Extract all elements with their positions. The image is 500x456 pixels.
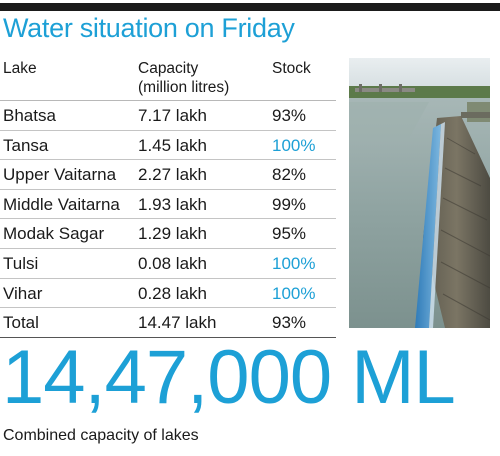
- total-label: Total: [3, 313, 39, 333]
- lake-capacity: 7.17 lakh: [138, 106, 207, 125]
- page-title: Water situation on Friday: [3, 13, 295, 43]
- lake-capacity: 1.45 lakh: [138, 135, 207, 155]
- header-lake: Lake: [3, 60, 37, 77]
- lake-capacity: 2.27 lakh: [138, 165, 207, 185]
- header-capacity-line2: (million litres): [138, 79, 230, 96]
- lake-capacity: 1.29 lakh: [138, 224, 207, 244]
- lake-capacity: 1.93 lakh: [138, 194, 207, 214]
- lake-name: Vihar: [3, 283, 43, 303]
- table-row: Upper Vaitarna 2.27 lakh 82%: [0, 160, 336, 190]
- header-divider: [0, 100, 336, 101]
- total-stock: 93%: [272, 313, 307, 333]
- total-capacity: 14.47 lakh: [138, 313, 217, 333]
- lake-name: Tulsi: [3, 254, 39, 273]
- lake-stock: 82%: [272, 165, 307, 185]
- lake-name: Upper Vaitarna: [3, 165, 117, 185]
- table-row: Bhatsa 7.17 lakh 93%: [0, 101, 336, 131]
- lake-stock: 100%: [272, 283, 316, 303]
- dam-photo-illustration: [349, 58, 490, 328]
- header-capacity-line1: Capacity: [138, 60, 199, 77]
- table-row: Tulsi 0.08 lakh 100%: [0, 249, 336, 279]
- lake-capacity: 0.08 lakh: [138, 254, 207, 273]
- lake-name: Bhatsa: [3, 106, 56, 125]
- table-row: Middle Vaitarna 1.93 lakh 99%: [0, 190, 336, 220]
- lake-name: Modak Sagar: [3, 224, 105, 244]
- lake-stock: 95%: [272, 224, 307, 244]
- lake-stock: 100%: [272, 254, 316, 273]
- lake-stock: 100%: [272, 135, 316, 155]
- combined-capacity-caption: Combined capacity of lakes: [3, 427, 199, 444]
- dam-photo: [349, 58, 490, 328]
- lake-name: Middle Vaitarna: [3, 194, 120, 214]
- lake-name: Tansa: [3, 135, 49, 155]
- lake-stock: 99%: [272, 194, 307, 214]
- lake-stock: 93%: [272, 106, 307, 125]
- table-row: Tansa 1.45 lakh 100%: [0, 131, 336, 161]
- table-row-total: Total 14.47 lakh 93%: [0, 308, 336, 338]
- lake-capacity: 0.28 lakh: [138, 283, 207, 303]
- table-row: Modak Sagar 1.29 lakh 95%: [0, 219, 336, 249]
- header-capacity: Capacity (million litres): [138, 59, 229, 97]
- header-stock: Stock: [272, 60, 311, 77]
- table-row: Vihar 0.28 lakh 100%: [0, 279, 336, 309]
- combined-capacity-figure: 14,47,000 ML: [2, 335, 456, 420]
- top-rule: [0, 3, 500, 11]
